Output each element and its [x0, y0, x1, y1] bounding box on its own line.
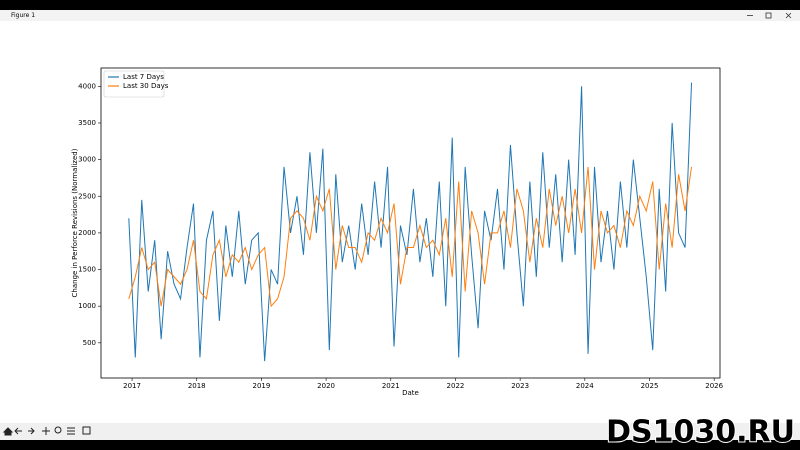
- y-axis-label: Change in Perforce Revisions (Normalized…: [71, 148, 79, 297]
- maximize[interactable]: [765, 12, 772, 19]
- x-tick-label: 2024: [576, 382, 594, 390]
- x-tick-label: 2021: [382, 382, 400, 390]
- save-button[interactable]: [82, 426, 91, 435]
- y-tick-label: 4000: [78, 82, 96, 90]
- x-tick-label: 2020: [317, 382, 335, 390]
- window-title: Figure 1: [11, 12, 35, 19]
- forward-button[interactable]: [28, 427, 35, 435]
- y-tick-label: 2000: [78, 229, 96, 237]
- y-tick-label: 3000: [78, 156, 96, 164]
- x-tick-label: 2022: [447, 382, 465, 390]
- legend-label: Last 7 Days: [123, 73, 164, 81]
- legend-label: Last 30 Days: [123, 82, 169, 90]
- line-series: [128, 82, 693, 362]
- watermark: DS1030.RU: [606, 415, 795, 450]
- x-tick-label: 2019: [252, 382, 270, 390]
- y-tick-label: 3500: [78, 119, 96, 127]
- line-series: [128, 166, 693, 308]
- x-tick-label: 2025: [641, 382, 659, 390]
- title-bar: [0, 10, 800, 21]
- zoom-button[interactable]: [54, 426, 62, 434]
- x-tick-label: 2026: [705, 382, 723, 390]
- x-tick-label: 2023: [511, 382, 529, 390]
- y-tick-label: 500: [83, 339, 96, 347]
- y-tick-label: 1500: [78, 266, 96, 274]
- y-tick-label: 1000: [78, 302, 96, 310]
- pan-button[interactable]: [42, 427, 50, 435]
- configure-button[interactable]: [67, 427, 75, 435]
- x-axis-label: Date: [402, 389, 419, 397]
- back-button[interactable]: [14, 427, 22, 435]
- toolbar: [0, 423, 800, 440]
- close[interactable]: [785, 12, 792, 19]
- x-tick-label: 2017: [123, 382, 141, 390]
- home-button[interactable]: [2, 427, 14, 436]
- y-tick-label: 2500: [78, 192, 96, 200]
- x-tick-label: 2018: [188, 382, 206, 390]
